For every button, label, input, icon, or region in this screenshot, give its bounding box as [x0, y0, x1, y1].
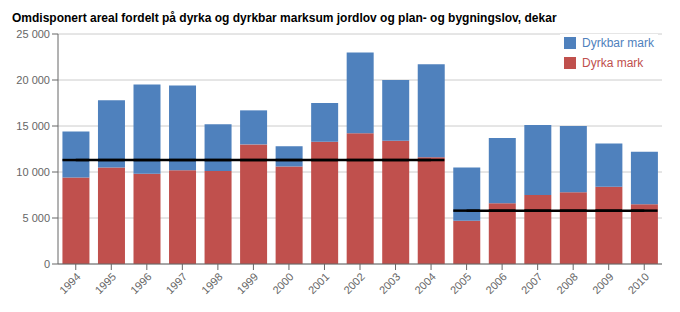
svg-text:2002: 2002	[341, 270, 367, 296]
html-text:Dyrkbar mark: Dyrkbar mark	[582, 36, 654, 50]
svg-text:20 000: 20 000	[16, 74, 50, 86]
svg-text:2010: 2010	[625, 270, 651, 296]
svg-text:15 000: 15 000	[16, 120, 50, 132]
html-text:Omdisponert areal fordelt på d: Omdisponert areal fordelt på dyrka og dy…	[12, 11, 557, 25]
svg-text:2006: 2006	[483, 270, 509, 296]
svg-text:1999: 1999	[235, 270, 261, 296]
svg-text:2003: 2003	[377, 270, 403, 296]
svg-text:0: 0	[44, 258, 50, 270]
svg-text:1997: 1997	[163, 270, 189, 296]
svg-text:2001: 2001	[306, 270, 332, 296]
svg-text:25 000: 25 000	[16, 28, 50, 40]
svg-text:2009: 2009	[590, 270, 616, 296]
html-text:Dyrka mark: Dyrka mark	[582, 56, 644, 70]
svg-text:1996: 1996	[128, 270, 154, 296]
svg-text:1994: 1994	[57, 270, 83, 296]
svg-text:2007: 2007	[519, 270, 545, 296]
svg-text:1998: 1998	[199, 270, 225, 296]
svg-text:5 000: 5 000	[22, 212, 50, 224]
svg-text:2000: 2000	[270, 270, 296, 296]
svg-text:2008: 2008	[554, 270, 580, 296]
svg-text:2005: 2005	[448, 270, 474, 296]
svg-text:10 000: 10 000	[16, 166, 50, 178]
svg-text:1995: 1995	[92, 270, 118, 296]
svg-text:2004: 2004	[412, 270, 438, 296]
